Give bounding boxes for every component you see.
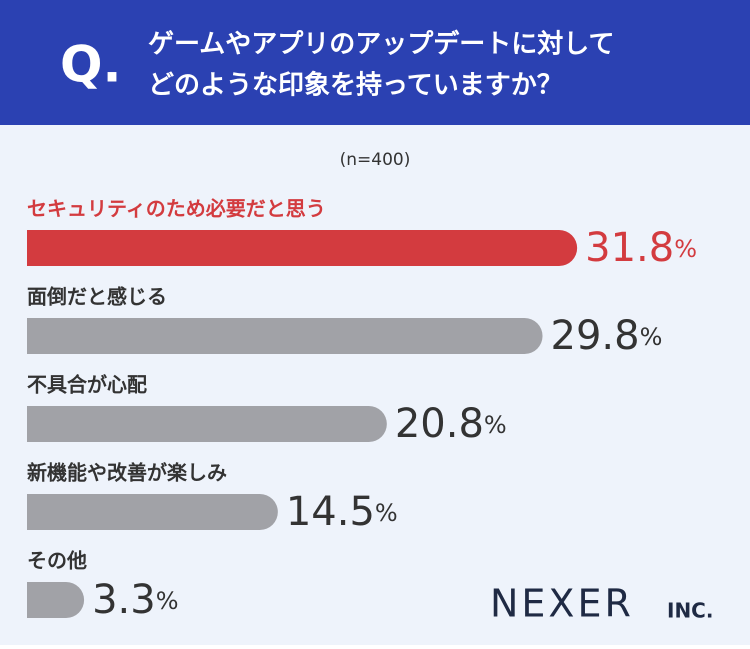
chart-title: どのような印象を持っていますか？: [148, 70, 563, 101]
header-band: [0, 0, 750, 125]
subtitle: (n=400): [340, 150, 411, 170]
value-label: 20.8%: [395, 401, 507, 447]
category-label: セキュリティのため必要だと思う: [27, 197, 326, 221]
category-label: その他: [27, 549, 87, 573]
bar: [27, 318, 543, 354]
category-label: 不具合が心配: [27, 373, 147, 397]
question-label: Q.: [60, 36, 122, 94]
value-label: 29.8%: [551, 313, 663, 359]
chart-title: ゲームやアプリのアップデートに対して: [148, 29, 614, 60]
bar: [27, 494, 278, 530]
brand: NEXER: [490, 582, 634, 626]
bar: [27, 230, 578, 266]
brand-suffix: INC.: [667, 599, 713, 623]
value-label: 3.3%: [92, 577, 178, 623]
value-label: 31.8%: [585, 225, 697, 271]
bar: [27, 582, 85, 618]
bar: [27, 406, 387, 442]
category-label: 新機能や改善が楽しみ: [27, 461, 227, 485]
value-label: 14.5%: [286, 489, 398, 535]
category-label: 面倒だと感じる: [27, 285, 167, 309]
